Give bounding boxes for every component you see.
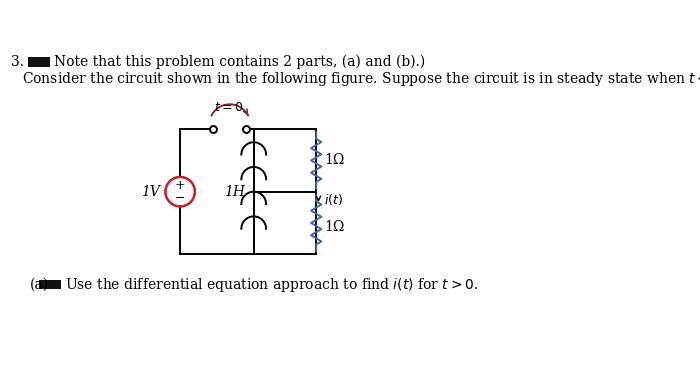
Text: Note that this problem contains 2 parts, (a) and (b).): Note that this problem contains 2 parts,… <box>54 55 425 69</box>
Text: 3.: 3. <box>11 55 25 69</box>
Text: $t = 0$: $t = 0$ <box>214 101 243 115</box>
Bar <box>28 57 50 68</box>
Text: −: − <box>175 192 186 205</box>
Text: Use the differential equation approach to find $i(t)$ for $t > 0$.: Use the differential equation approach t… <box>64 276 478 294</box>
Text: Consider the circuit shown in the following figure. Suppose the circuit is in st: Consider the circuit shown in the follow… <box>22 70 700 88</box>
Text: +: + <box>175 179 186 192</box>
Text: 1V: 1V <box>141 185 160 199</box>
Bar <box>39 280 61 289</box>
Text: 1H: 1H <box>224 185 245 199</box>
Text: 1Ω: 1Ω <box>324 153 344 168</box>
Text: 1Ω: 1Ω <box>324 220 344 234</box>
Text: $i(t)$: $i(t)$ <box>323 192 342 207</box>
Text: (a): (a) <box>29 278 48 292</box>
Circle shape <box>165 177 195 206</box>
